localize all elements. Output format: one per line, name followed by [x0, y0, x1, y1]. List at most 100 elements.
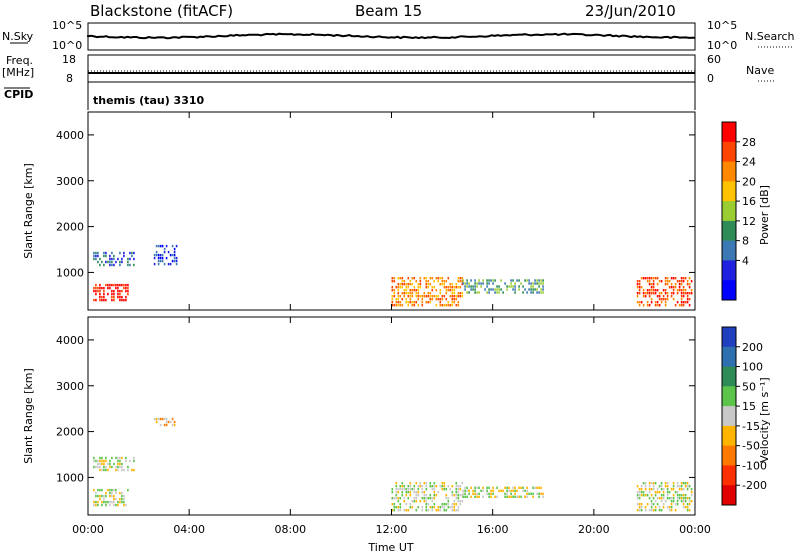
colorbar-swatch [722, 181, 736, 202]
colorbar-swatch [722, 280, 736, 301]
colorbar-swatch [722, 327, 736, 348]
y-tick-label: 2000 [56, 426, 84, 439]
colorbar-tick-label: 8 [742, 235, 749, 248]
scatter-region [153, 417, 176, 427]
colorbar-swatch [722, 425, 736, 447]
colorbar-tick-label: 20 [742, 175, 756, 188]
scatter-region [462, 279, 544, 294]
colorbar-tick-label: 50 [742, 380, 756, 393]
power-ylabel: Slant Range [km] [22, 163, 35, 259]
colorbar-swatch [722, 220, 736, 242]
colorbar-swatch [722, 122, 736, 143]
x-tick-label: 04:00 [173, 523, 205, 536]
colorbar-tick-label: -200 [742, 479, 767, 492]
y-tick-label: 4000 [56, 129, 84, 142]
colorbar-swatch [722, 465, 736, 486]
time-x-ticks: 00:00 04:00 08:00 12:00 16:00 20:00 00:00 [72, 523, 711, 536]
colorbar-tick-label: 12 [742, 215, 756, 228]
scatter-region [391, 482, 464, 512]
nsky-tick-top: 10^5 [52, 19, 82, 32]
colorbar-swatch [722, 260, 736, 281]
time-xlabel: Time UT [367, 541, 413, 554]
scatter-region [636, 482, 693, 512]
cpid-panel: CPID themis (tau) 3310 [4, 82, 696, 110]
beam-label: Beam 15 [355, 2, 422, 20]
x-tick-label: 16:00 [477, 523, 509, 536]
y-tick-label: 3000 [56, 175, 84, 188]
colorbar-swatch [722, 366, 736, 387]
scatter-region [93, 251, 135, 267]
freq-label: Freq. [6, 54, 33, 67]
freq-unit: [MHz] [2, 66, 34, 79]
station-title: Blackstone (fitACF) [90, 2, 233, 20]
nsky-tick-bottom: 10^0 [52, 39, 82, 52]
colorbar-swatch [722, 161, 736, 182]
colorbar-frame [721, 326, 737, 506]
velocity-data [93, 417, 693, 512]
colorbar-tick-label: 100 [742, 361, 763, 374]
nave-label: Nave [746, 64, 774, 77]
power-y-ticks: 1000 2000 3000 4000 [56, 112, 696, 310]
scatter-region [93, 456, 135, 472]
velocity-y-ticks: 1000 2000 3000 4000 [56, 317, 696, 515]
colorbar-tick-label: 24 [742, 156, 756, 169]
colorbar-frame [721, 121, 737, 301]
y-tick-label: 1000 [56, 266, 84, 279]
scatter-region [636, 277, 693, 307]
nsky-trace [87, 32, 696, 40]
colorbar-swatch [722, 201, 736, 222]
colorbar-tick-label: 15 [742, 400, 756, 413]
x-tick-label: 08:00 [274, 523, 306, 536]
colorbar-swatch [722, 485, 736, 506]
y-tick-label: 2000 [56, 221, 84, 234]
power-data [93, 244, 693, 307]
y-tick-label: 4000 [56, 334, 84, 347]
colorbar-swatch [722, 346, 736, 368]
colorbar-tick-label: -15 [742, 420, 760, 433]
x-tick-label: 12:00 [376, 523, 408, 536]
scatter-region [391, 277, 464, 307]
colorbar-swatch [722, 386, 736, 407]
colorbar-swatch [722, 240, 736, 261]
nsearch-label: N.Search [745, 30, 795, 43]
cpid-label: CPID [4, 88, 33, 101]
colorbar-swatch [722, 406, 736, 427]
velocity-colorbar-label: Velocity [m s⁻¹] [758, 377, 771, 462]
freq-tick-bottom: 8 [66, 72, 73, 85]
colorbar-tick-label: 4 [742, 254, 749, 267]
x-tick-label: 00:00 [679, 523, 711, 536]
power-colorbar: 28 24 20 16 12 8 4 [721, 121, 756, 301]
scatter-region [462, 486, 544, 498]
velocity-colorbar: 200 100 50 15 -15 -50 -100 -200 [721, 326, 767, 506]
scatter-region [93, 488, 129, 507]
colorbar-tick-label: 28 [742, 136, 756, 149]
scatter-region [93, 283, 129, 302]
freq-tick-top: 18 [62, 53, 76, 66]
nsearch-tick-top: 10^5 [707, 19, 737, 32]
colorbar-swatch [722, 141, 736, 163]
velocity-panel: 1000 2000 3000 4000 Slant Range [km] 200 100… [22, 316, 771, 554]
nsky-label: N.Sky [2, 30, 34, 43]
colorbar-tick-label: 16 [742, 195, 756, 208]
power-panel: 1000 2000 3000 4000 Slant Range [km] 28 24 20… [22, 111, 771, 311]
nsky-panel: N.Sky 10^5 10^0 10^5 10^0 N.Search [2, 19, 795, 52]
freq-panel: Freq. [MHz] 18 8 60 0 Nave [2, 53, 776, 85]
y-tick-label: 3000 [56, 380, 84, 393]
velocity-plot-frame [87, 316, 696, 516]
velocity-ylabel: Slant Range [km] [22, 368, 35, 464]
power-colorbar-label: Power [dB] [758, 185, 771, 245]
date-label: 23/Jun/2010 [585, 2, 676, 20]
nave-tick-top: 60 [707, 53, 721, 66]
colorbar-swatch [722, 445, 736, 466]
x-tick-label: 20:00 [578, 523, 610, 536]
y-tick-label: 1000 [56, 471, 84, 484]
cpid-value: themis (tau) 3310 [93, 94, 205, 107]
scatter-region [153, 244, 178, 266]
colorbar-tick-label: -50 [742, 440, 760, 453]
colorbar-tick-label: -100 [742, 459, 767, 472]
colorbar-tick-label: 200 [742, 341, 763, 354]
x-tick-label: 00:00 [72, 523, 104, 536]
nsearch-tick-bottom: 10^0 [707, 39, 737, 52]
nave-tick-bottom: 0 [707, 72, 714, 85]
